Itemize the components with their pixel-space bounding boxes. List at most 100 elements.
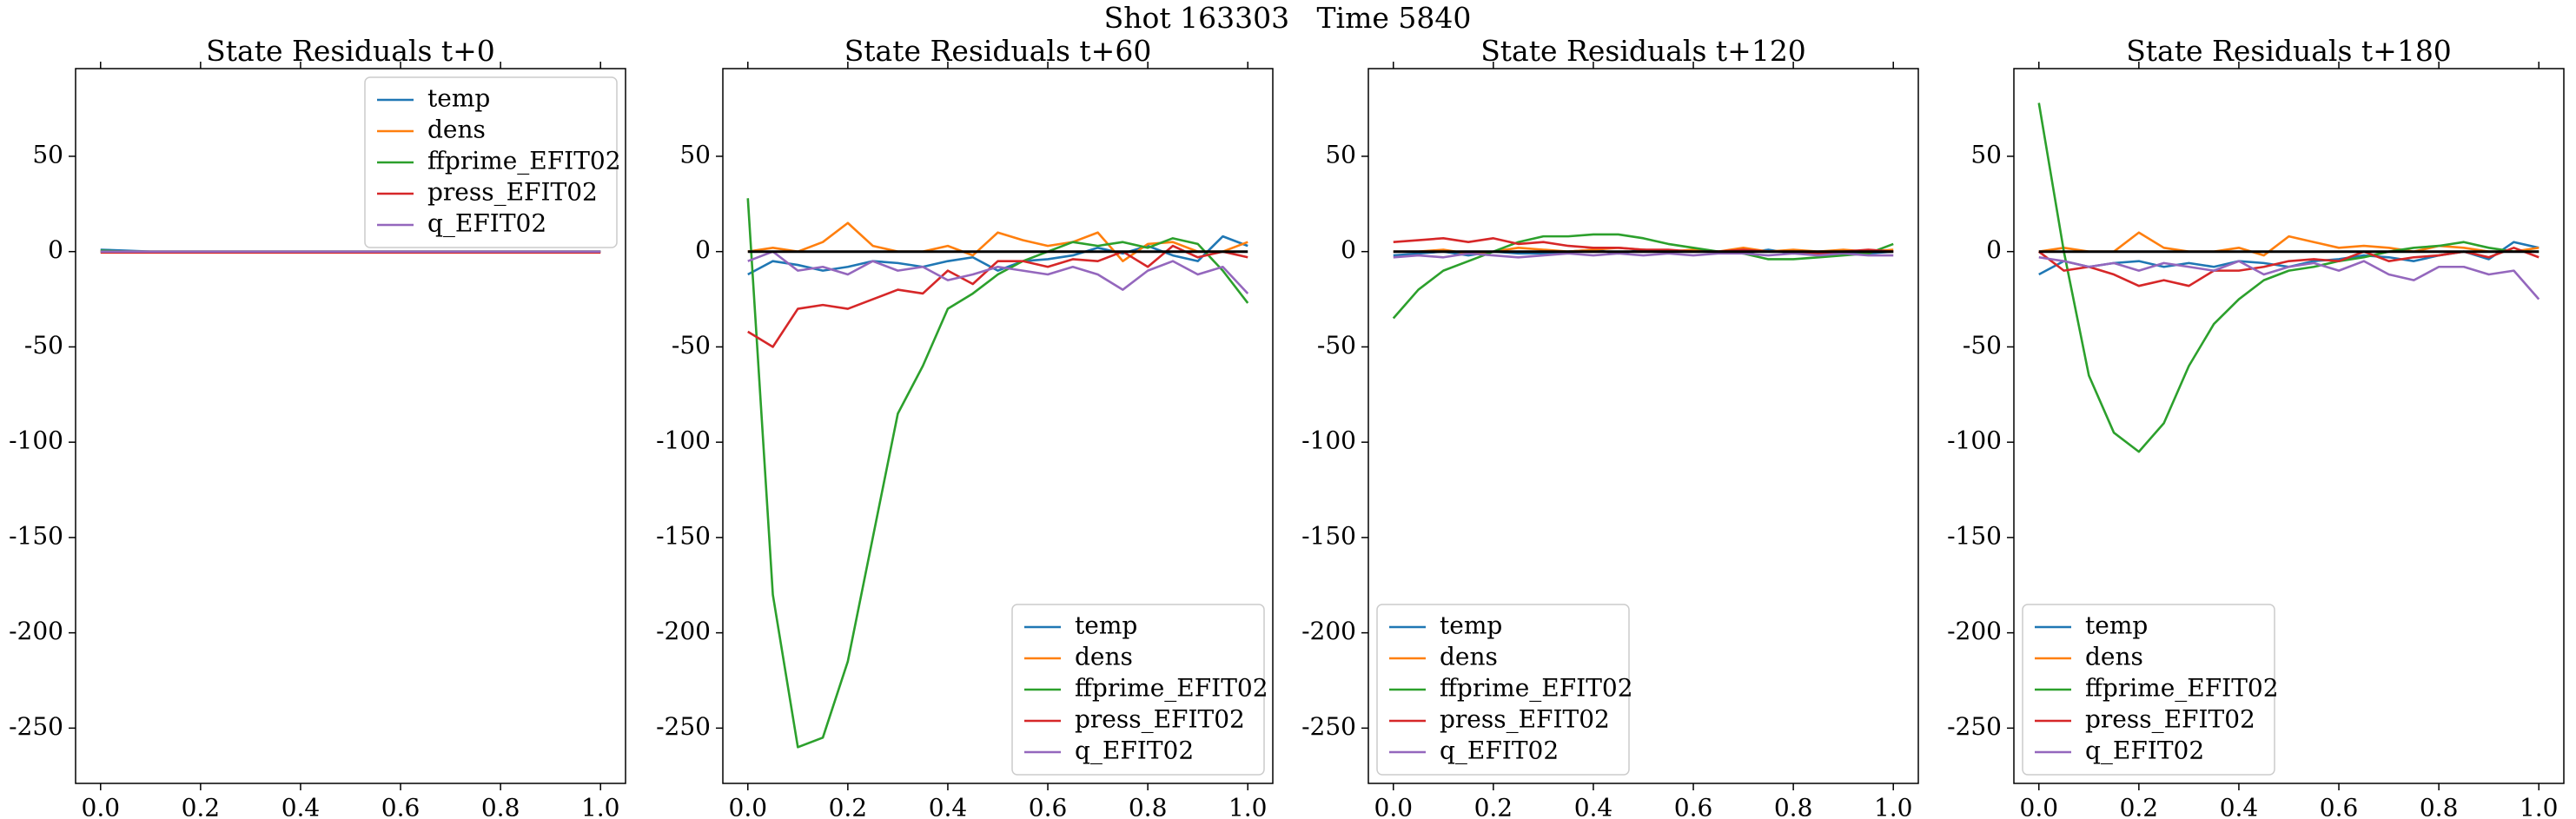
axes-frame xyxy=(2013,68,2565,784)
x-tick-label: 1.0 xyxy=(1874,794,1913,819)
x-tick-label: 0.8 xyxy=(1129,794,1168,819)
y-tick-label: 50 xyxy=(679,140,711,168)
series-line xyxy=(2038,231,2540,257)
plot-area xyxy=(2037,102,2540,453)
legend: tempdensffprime_EFIT02press_EFIT02q_EFIT… xyxy=(2022,604,2279,776)
y-tick-label: 0 xyxy=(695,235,711,264)
axes-frame xyxy=(75,68,626,784)
x-tick-label: 0.8 xyxy=(481,794,520,819)
y-tick-label: -200 xyxy=(9,617,63,645)
x-tick-label: 1.0 xyxy=(1228,794,1268,819)
y-tick-label: -150 xyxy=(1301,521,1356,550)
y-tick-label: 50 xyxy=(32,140,63,168)
y-tick-label: -150 xyxy=(656,521,711,550)
x-tick-label: 0.4 xyxy=(2220,794,2259,819)
subplot-title: State Residuals t+0 xyxy=(206,34,495,68)
series-line xyxy=(1393,252,1894,259)
subplot: State Residuals t+0 -250 -200 -150 -100 -50 0 5… xyxy=(9,34,626,819)
x-tick-label: 0.0 xyxy=(729,794,768,819)
y-tick-label: -200 xyxy=(656,617,711,645)
y-tick-label: -200 xyxy=(1301,617,1356,645)
legend-label: q_EFIT02 xyxy=(427,209,546,238)
legend-label: q_EFIT02 xyxy=(1440,736,1559,765)
y-tick-label: -250 xyxy=(656,712,711,741)
legend-label: ffprime_EFIT02 xyxy=(1440,674,1633,703)
x-tick-label: 0.8 xyxy=(1774,794,1813,819)
x-tick-label: 0.2 xyxy=(1474,794,1513,819)
legend-label: dens xyxy=(427,116,486,144)
legend-box xyxy=(1376,604,1630,776)
y-tick-label: -250 xyxy=(1947,712,2002,741)
subplot: State Residuals t+60 -250 -200 -150 -100 -50 0… xyxy=(656,34,1274,819)
x-tick-label: 0.4 xyxy=(1574,794,1613,819)
y-tick-label: -250 xyxy=(1301,712,1356,741)
y-tick-label: -150 xyxy=(1947,521,2002,550)
subplot-title: State Residuals t+120 xyxy=(1480,34,1806,68)
legend-label: press_EFIT02 xyxy=(2085,705,2255,734)
legend-label: dens xyxy=(1075,643,1133,671)
axes-frame xyxy=(722,68,1274,784)
legend-label: q_EFIT02 xyxy=(1075,736,1194,765)
x-tick-label: 0.2 xyxy=(182,794,221,819)
x-tick-label: 0.0 xyxy=(82,794,121,819)
x-tick-label: 0.6 xyxy=(1674,794,1713,819)
legend-label: press_EFIT02 xyxy=(427,178,598,207)
axes-frame xyxy=(1367,68,1919,784)
y-tick-label: -100 xyxy=(9,426,63,455)
series-line xyxy=(747,221,1248,262)
series-line xyxy=(1392,233,1894,320)
plot-area xyxy=(746,198,1249,749)
series-line xyxy=(746,198,1249,749)
x-tick-label: 0.2 xyxy=(2120,794,2159,819)
subplot-title: State Residuals t+60 xyxy=(844,34,1152,68)
legend: tempdensffprime_EFIT02press_EFIT02q_EFIT… xyxy=(1011,604,1268,776)
x-tick-label: 0.0 xyxy=(2020,794,2059,819)
series-line xyxy=(747,250,1249,294)
y-tick-label: 50 xyxy=(1325,140,1356,168)
series-line xyxy=(2037,102,2540,453)
legend-label: q_EFIT02 xyxy=(2085,736,2204,765)
legend: temp dens ffprime_EFIT02press_EFIT02q_EFIT… xyxy=(1376,604,1633,776)
legend-label: ffprime_EFIT02 xyxy=(1075,674,1268,703)
figure-title: Shot 163303 Time 5840 xyxy=(1104,1,1472,35)
y-tick-label: 50 xyxy=(1970,140,2002,168)
legend-label: temp xyxy=(1440,611,1502,640)
x-tick-label: 0.8 xyxy=(2420,794,2459,819)
y-tick-label: -50 xyxy=(1317,331,1356,360)
legend-label: ffprime_EFIT02 xyxy=(2085,674,2279,703)
legend-label: press_EFIT02 xyxy=(1440,705,1610,734)
series-line xyxy=(2038,255,2540,301)
y-tick-label: 0 xyxy=(1341,235,1356,264)
y-tick-label: -50 xyxy=(672,331,711,360)
plot-area xyxy=(1392,233,1894,320)
x-tick-label: 0.6 xyxy=(2320,794,2359,819)
legend-box xyxy=(2022,604,2275,776)
y-tick-label: -100 xyxy=(656,426,711,455)
x-tick-label: 0.6 xyxy=(1029,794,1068,819)
y-tick-label: -100 xyxy=(1301,426,1356,455)
legend-box xyxy=(364,76,618,248)
legend-label: dens xyxy=(1440,643,1498,671)
legend-label: temp xyxy=(2085,611,2148,640)
y-tick-label: -50 xyxy=(1963,331,2002,360)
x-tick-label: 0.2 xyxy=(829,794,868,819)
subplot: State Residuals t+120 -250 -200 -150 -100 -50… xyxy=(1301,34,1919,819)
x-tick-label: 0.4 xyxy=(281,794,321,819)
x-tick-label: 0.6 xyxy=(381,794,421,819)
legend-box xyxy=(1011,604,1265,776)
y-tick-label: -250 xyxy=(9,712,63,741)
y-tick-label: -150 xyxy=(9,521,63,550)
x-tick-label: 1.0 xyxy=(2520,794,2559,819)
legend-label: temp xyxy=(1075,611,1137,640)
legend-label: ffprime_EFIT02 xyxy=(427,147,621,175)
x-tick-label: 1.0 xyxy=(581,794,620,819)
y-tick-label: 0 xyxy=(48,235,63,264)
y-tick-label: -50 xyxy=(24,331,63,360)
legend: temp dens ffprime_EFIT02 press_EFIT02q_EFIT… xyxy=(364,76,621,248)
subplot: State Residuals t+180 -250 -200 -150 -100 -50… xyxy=(1947,34,2565,819)
y-tick-label: 0 xyxy=(1986,235,2002,264)
y-tick-label: -100 xyxy=(1947,426,2002,455)
x-tick-label: 0.4 xyxy=(929,794,968,819)
legend-label: temp xyxy=(427,84,490,113)
